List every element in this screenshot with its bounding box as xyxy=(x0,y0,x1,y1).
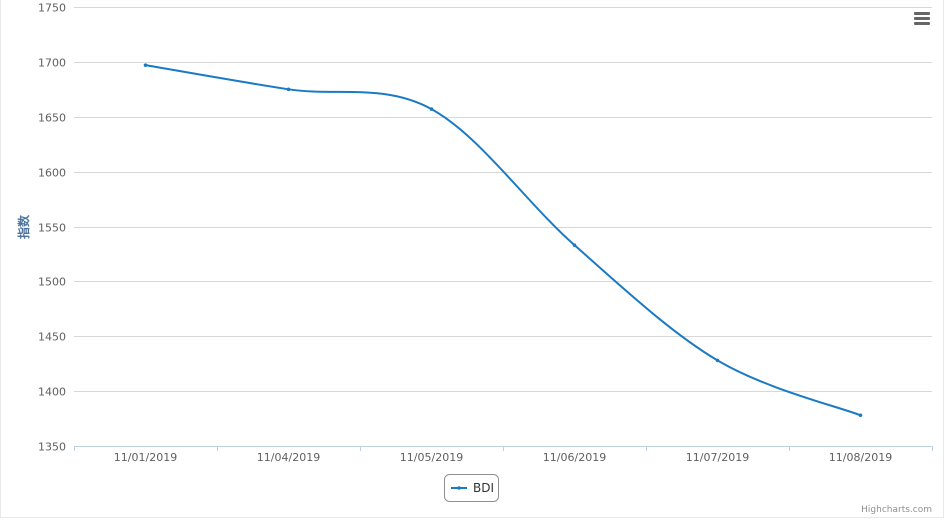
x-tick-label: 11/01/2019 xyxy=(114,451,177,464)
y-tick-label: 1750 xyxy=(38,2,66,15)
x-tick-label: 11/05/2019 xyxy=(400,451,463,464)
y-tick-label: 1650 xyxy=(38,112,66,125)
data-point-marker[interactable] xyxy=(858,413,863,418)
data-point-marker[interactable] xyxy=(286,87,291,92)
credits-link[interactable]: Highcharts.com xyxy=(861,505,932,515)
x-tick-label: 11/04/2019 xyxy=(257,451,320,464)
data-point-marker[interactable] xyxy=(572,243,577,247)
x-axis-labels: 11/01/2019 11/04/2019 11/05/2019 11/06/2019… xyxy=(114,451,892,464)
x-tick-label: 11/07/2019 xyxy=(686,451,749,464)
y-tick-label: 1350 xyxy=(38,441,66,454)
y-tick-label: 1600 xyxy=(38,167,66,180)
y-tick-label: 1700 xyxy=(38,57,66,70)
data-point-marker[interactable] xyxy=(429,107,434,111)
data-point-marker[interactable] xyxy=(143,63,148,67)
grid-lines xyxy=(74,7,932,392)
y-axis-title: 指数 xyxy=(16,214,31,239)
legend[interactable]: BDI xyxy=(444,474,499,502)
x-axis xyxy=(74,446,933,451)
y-axis-labels: 1350 1400 1450 1500 1550 1600 1650 1700 1750 xyxy=(38,2,66,454)
series-bdi[interactable] xyxy=(143,63,863,418)
series-line-bdi[interactable] xyxy=(144,64,862,417)
y-tick-label: 1550 xyxy=(38,222,66,235)
x-tick-label: 11/08/2019 xyxy=(829,451,892,464)
hamburger-menu-icon[interactable] xyxy=(912,6,934,28)
x-tick-label: 11/06/2019 xyxy=(543,451,606,464)
y-tick-label: 1450 xyxy=(38,331,66,344)
legend-symbol-marker xyxy=(457,486,461,490)
legend-item-bdi[interactable]: BDI xyxy=(473,481,494,495)
legend-box xyxy=(444,474,499,502)
y-tick-label: 1400 xyxy=(38,386,66,399)
y-tick-label: 1500 xyxy=(38,276,66,289)
data-point-marker[interactable] xyxy=(715,358,720,363)
